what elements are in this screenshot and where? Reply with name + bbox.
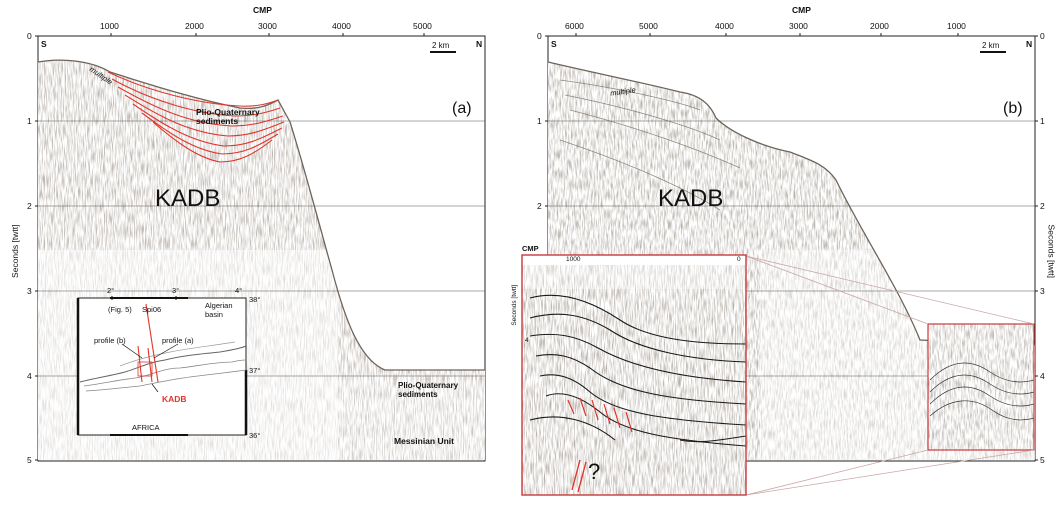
panel-a-pq-label: Plio-Quaternary sediments — [196, 107, 260, 127]
panel-b-cmp-title: CMP — [792, 5, 811, 15]
panel-b-y-tick-right: 5 — [1040, 455, 1045, 465]
inset-profile-a-label: profile (a) — [162, 336, 194, 345]
panel-b-cmp-tick: 1000 — [947, 21, 966, 31]
zoom-cmp-1000: 1000 — [566, 256, 581, 263]
panel-a-cmp-tick: 4000 — [332, 21, 351, 31]
panel-b-x-ticks — [575, 33, 959, 36]
panel-b-y-tick-left: 1 — [537, 116, 542, 126]
panel-b-cmp-tick: 4000 — [715, 21, 734, 31]
panel-b-south-label: S — [551, 39, 557, 49]
panel-b-cmp-tick: 6000 — [565, 21, 584, 31]
panel-b — [521, 33, 1038, 496]
panel-b-scale-label: 2 km — [982, 41, 1000, 50]
panel-a-kadb-label: KADB — [155, 185, 221, 212]
inset-basin-label: Algerian basin — [205, 301, 233, 319]
zoom-y-tick-4: 4 — [525, 337, 529, 344]
panel-a-pq-basin-label: Plio-Quaternary sediments — [398, 381, 459, 399]
panel-a-red-horizons — [107, 71, 285, 163]
panel-b-reflectors — [559, 79, 741, 211]
panel-b-cmp-tick: 3000 — [789, 21, 808, 31]
fault-symbol-icon — [571, 459, 587, 493]
panel-b-y-tick-left: 0 — [537, 31, 542, 41]
panel-a — [35, 33, 486, 462]
inset-kadb-label: KADB — [162, 394, 187, 404]
inset-profile-b-label: profile (b) — [94, 336, 126, 345]
inset-lat-37: 37° — [249, 366, 261, 375]
panel-a-inset-map — [76, 296, 248, 436]
zoom-y-axis-label: Seconds [twtt] — [510, 284, 518, 326]
panel-a-y-tick: 1 — [27, 116, 32, 126]
panel-a-y-tick: 0 — [27, 31, 32, 41]
panel-a-south-label: S — [41, 39, 47, 49]
panel-a-y-tick: 2 — [27, 201, 32, 211]
panel-a-north-label: N — [476, 39, 483, 49]
panel-a-cmp-tick: 5000 — [413, 21, 432, 31]
panel-b-cmp-tick: 2000 — [870, 21, 889, 31]
panel-a-cmp-title: CMP — [253, 5, 272, 15]
panel-b-y-tick-right: 4 — [1040, 371, 1045, 381]
panel-a-messinian-label: Messinian Unit — [394, 436, 454, 446]
panel-b-y-tick-right: 1 — [1040, 116, 1045, 126]
panel-a-cmp-tick: 3000 — [258, 21, 277, 31]
panel-b-y-tick-right: 2 — [1040, 201, 1045, 211]
panel-b-y-tick-right: 0 — [1040, 31, 1045, 41]
panel-a-cmp-tick: 2000 — [185, 21, 204, 31]
inset-lon-4: 4° — [235, 286, 243, 295]
panel-a-x-ticks — [110, 33, 425, 36]
panel-a-cmp-tick: 1000 — [100, 21, 119, 31]
inset-lat-38: 38° — [249, 295, 261, 304]
panel-b-y-tick-right: 3 — [1040, 286, 1045, 296]
zoom-cmp-title: CMP — [522, 244, 539, 253]
panel-a-y-tick: 5 — [27, 455, 32, 465]
zoom-question-mark: ? — [588, 459, 601, 484]
inset-line-label: Spi06 — [142, 305, 162, 314]
panel-b-label: (b) — [1003, 100, 1023, 117]
panel-b-cmp-tick: 5000 — [639, 21, 658, 31]
panel-b-y-ticks — [545, 35, 1038, 461]
panel-a-y-axis — [35, 35, 38, 461]
panel-b-seabed — [547, 61, 1036, 346]
inset-lon-2: 2° — [107, 286, 115, 295]
zoom-reflectors — [529, 294, 746, 447]
panel-b-kadb-label: KADB — [658, 185, 724, 212]
panel-a-y-tick: 3 — [27, 286, 32, 296]
panel-a-scale-label: 2 km — [432, 41, 450, 50]
panel-a-y-tick: 4 — [27, 371, 32, 381]
inset-lon-3: 3° — [172, 286, 180, 295]
zoom-red-faults — [567, 397, 633, 433]
panel-a-y-axis-label: Seconds [twtt] — [9, 224, 20, 278]
inset-fig5-label: (Fig. 5) — [108, 305, 132, 314]
panel-b-y-tick-left: 2 — [537, 201, 542, 211]
panel-b-north-label: N — [1026, 39, 1033, 49]
zoom-panel — [521, 254, 747, 496]
panel-b-y-axis-label: Seconds [twtt] — [1046, 224, 1057, 278]
inset-africa-label: AFRICA — [132, 423, 160, 432]
panel-b-detail-box — [927, 323, 1035, 451]
panel-a-label: (a) — [452, 100, 472, 117]
inset-lat-36: 36° — [249, 431, 261, 440]
zoom-cmp-0: 0 — [737, 256, 741, 263]
zoom-connector-lines — [745, 255, 1035, 496]
